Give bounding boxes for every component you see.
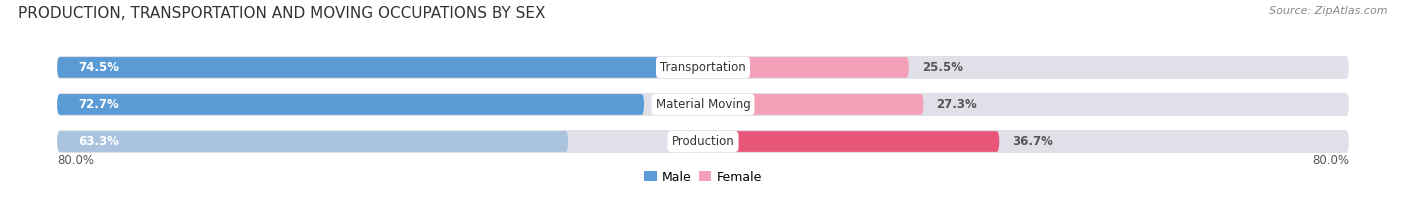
FancyBboxPatch shape (58, 130, 1348, 153)
Text: 80.0%: 80.0% (58, 154, 94, 167)
Text: Production: Production (672, 135, 734, 148)
FancyBboxPatch shape (58, 57, 658, 78)
Text: 80.0%: 80.0% (1312, 154, 1348, 167)
FancyBboxPatch shape (58, 93, 1348, 116)
FancyBboxPatch shape (703, 94, 924, 115)
Text: Transportation: Transportation (661, 61, 745, 74)
Text: 36.7%: 36.7% (1012, 135, 1053, 148)
FancyBboxPatch shape (703, 57, 908, 78)
Text: 25.5%: 25.5% (922, 61, 963, 74)
FancyBboxPatch shape (58, 94, 644, 115)
Text: Material Moving: Material Moving (655, 98, 751, 111)
Text: 72.7%: 72.7% (79, 98, 120, 111)
Text: 27.3%: 27.3% (936, 98, 977, 111)
FancyBboxPatch shape (58, 131, 568, 152)
FancyBboxPatch shape (58, 56, 1348, 79)
Text: 63.3%: 63.3% (79, 135, 120, 148)
FancyBboxPatch shape (703, 131, 1000, 152)
Legend: Male, Female: Male, Female (640, 165, 766, 189)
Text: PRODUCTION, TRANSPORTATION AND MOVING OCCUPATIONS BY SEX: PRODUCTION, TRANSPORTATION AND MOVING OC… (18, 6, 546, 21)
Text: Source: ZipAtlas.com: Source: ZipAtlas.com (1270, 6, 1388, 16)
Text: 74.5%: 74.5% (79, 61, 120, 74)
